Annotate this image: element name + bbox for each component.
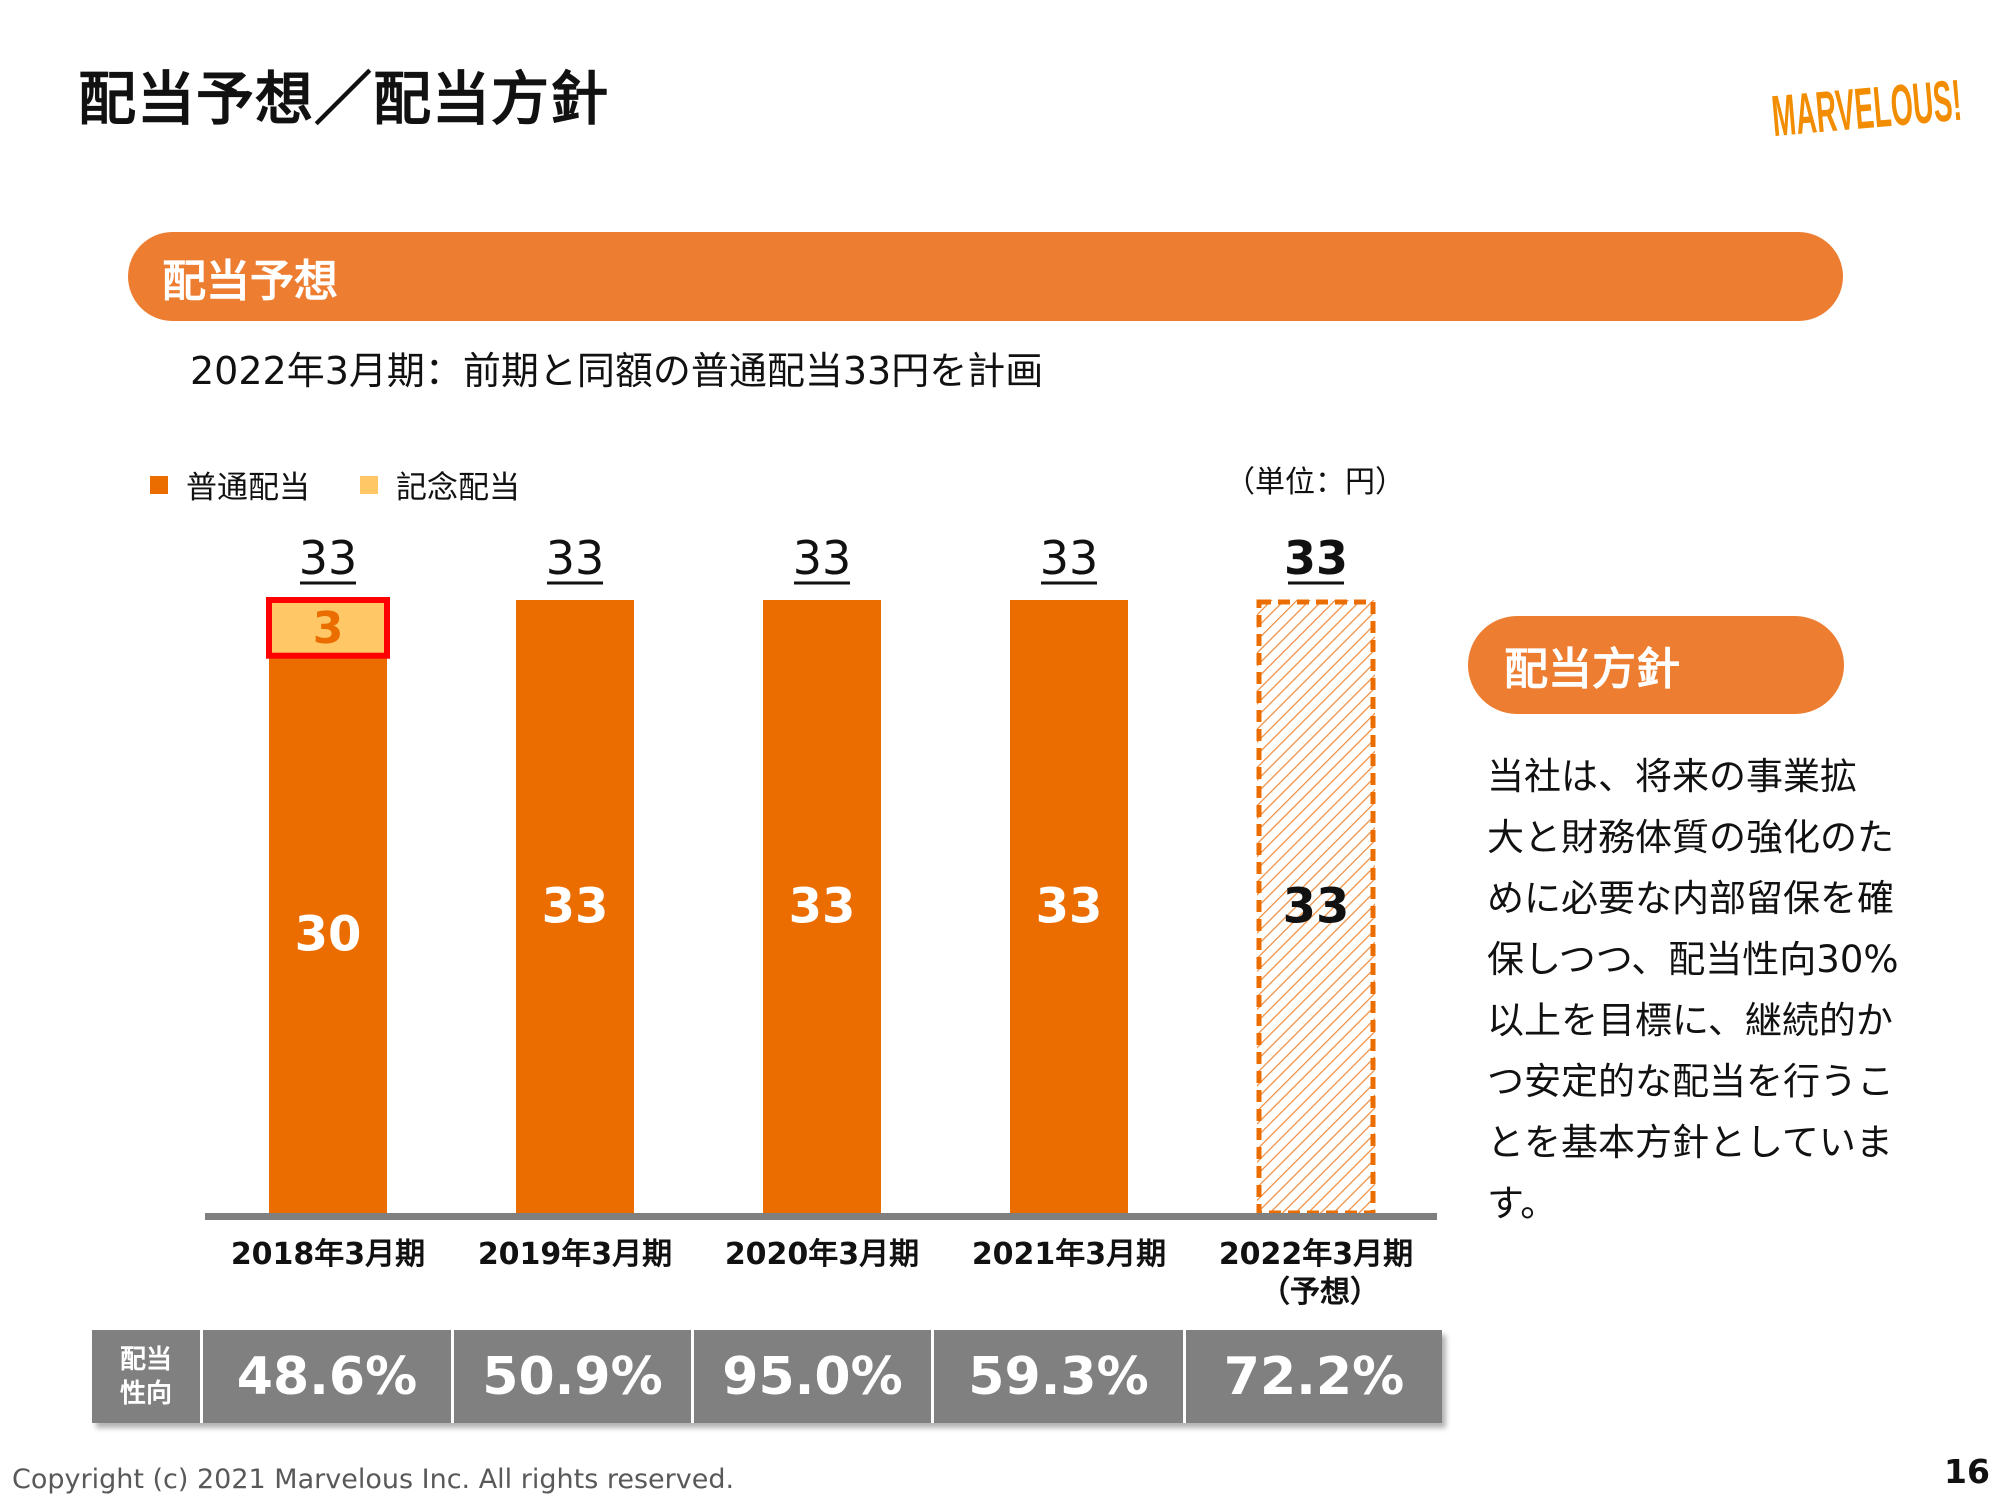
x-tick-label: 2019年3月期 — [478, 1237, 672, 1272]
x-tick-label: 2022年3月期 — [1219, 1237, 1413, 1272]
marvelous-logo: MARVELOUS! — [1769, 68, 1964, 149]
dividend-policy-text: 当社は、将来の事業拡 大と財務体質の強化のた めに必要な内部留保を確 保しつつ、… — [1487, 746, 1957, 1234]
section-header-dividend-policy: 配当方針 — [1468, 616, 1844, 714]
legend-item-commemorative: 記念配当 — [360, 462, 520, 507]
legend-label-ordinary: 普通配当 — [186, 470, 310, 506]
page-title: 配当予想／配当方針 — [78, 65, 610, 133]
policy-line: つ安定的な配当を行うこ — [1487, 1060, 1894, 1103]
forecast-subtitle: 2022年3月期：前期と同額の普通配当33円を計画 — [190, 349, 1044, 393]
payout-ratio-cell: 50.9% — [451, 1330, 691, 1423]
x-tick-label: 2020年3月期 — [725, 1237, 919, 1272]
bar-total-label: 33 — [793, 531, 852, 585]
bar-value-label: 33 — [542, 879, 609, 935]
bar-total-label: 33 — [1040, 531, 1099, 585]
policy-line: 以上を目標に、継続的か — [1487, 999, 1893, 1042]
payout-ratio-cell: 48.6% — [200, 1330, 451, 1423]
bar-ordinary — [763, 600, 881, 1213]
policy-line: とを基本方針としています。 — [1487, 1121, 1893, 1225]
bar-value-label: 33 — [1283, 879, 1350, 935]
payout-ratio-cell: 95.0% — [691, 1330, 931, 1423]
x-tick-label: 2018年3月期 — [231, 1237, 425, 1272]
bar-ordinary — [269, 655, 387, 1213]
legend-label-commemorative: 記念配当 — [396, 470, 520, 506]
page-number: 16 — [1944, 1452, 1990, 1491]
section-label-dividend-forecast: 配当予想 — [162, 255, 338, 307]
copyright-text: Copyright (c) 2021 Marvelous Inc. All ri… — [12, 1464, 735, 1495]
bar-value-label: 30 — [295, 906, 362, 962]
section-label-dividend-policy: 配当方針 — [1504, 644, 1680, 695]
bar-value-label: 33 — [789, 879, 856, 935]
policy-line: 当社は、将来の事業拡 — [1487, 755, 1857, 798]
payout-ratio-header-line2: 性向 — [119, 1378, 172, 1409]
payout-ratio-header: 配当 性向 — [92, 1330, 200, 1423]
chart-legend: 普通配当 記念配当 — [150, 462, 570, 507]
payout-ratio-header-line1: 配当 — [119, 1344, 172, 1375]
dividend-bar-chart: 303332018年3月期33332019年3月期33332020年3月期333… — [205, 531, 1437, 1310]
bar-commemorative — [266, 597, 390, 659]
bar-total-label: 33 — [1284, 531, 1348, 585]
policy-line: 大と財務体質の強化のた — [1487, 816, 1894, 859]
payout-ratio-table: 配当 性向 48.6% 50.9% 95.0% 59.3% 72.2% — [92, 1330, 1442, 1423]
policy-line: 保しつつ、配当性向30% — [1487, 938, 1899, 981]
bar-commemorative-label: 3 — [313, 603, 344, 654]
x-axis-baseline — [205, 1213, 1437, 1220]
payout-ratio-cell: 59.3% — [931, 1330, 1183, 1423]
section-header-dividend-forecast: 配当予想 — [128, 232, 1843, 321]
payout-ratio-cell: 72.2% — [1183, 1330, 1442, 1423]
legend-swatch-commemorative — [360, 475, 378, 494]
legend-swatch-ordinary — [150, 475, 168, 494]
bar-total-label: 33 — [299, 531, 358, 585]
bar-total-label: 33 — [546, 531, 605, 585]
bar-ordinary — [1010, 600, 1128, 1213]
policy-line: めに必要な内部留保を確 — [1487, 877, 1894, 920]
x-tick-label: 2021年3月期 — [972, 1237, 1166, 1272]
unit-label: （単位：円） — [1225, 465, 1405, 500]
bar-value-label: 33 — [1036, 879, 1103, 935]
legend-item-ordinary: 普通配当 — [150, 462, 310, 507]
bar-ordinary-forecast — [1257, 600, 1375, 1213]
bar-ordinary — [516, 600, 634, 1213]
x-tick-note: （予想） — [1260, 1275, 1380, 1310]
